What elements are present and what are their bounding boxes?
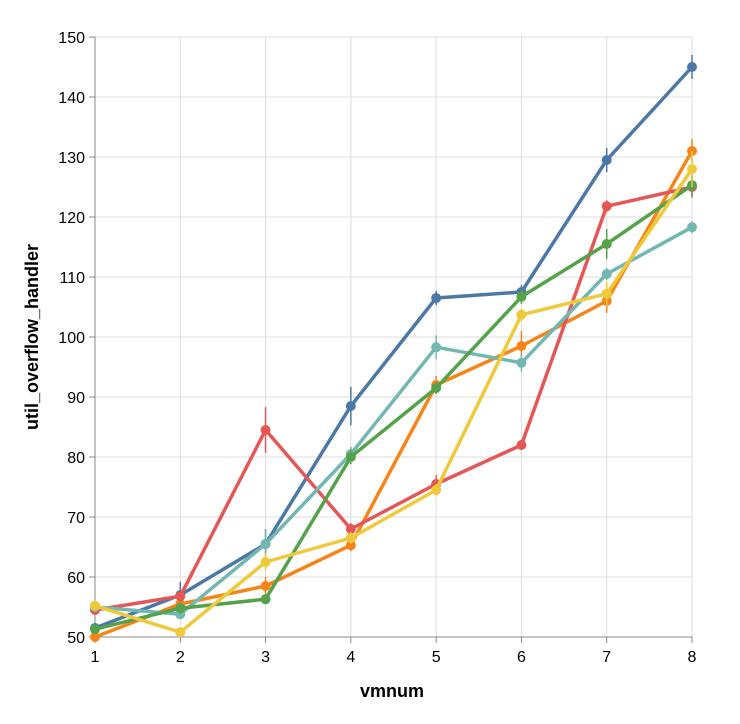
data-point	[345, 533, 356, 543]
x-tick-label: 6	[517, 649, 526, 666]
data-point	[516, 309, 527, 320]
y-tick-label: 130	[58, 150, 85, 167]
grid	[94, 36, 693, 638]
series-group	[90, 55, 697, 642]
data-point	[90, 624, 100, 635]
data-point	[516, 341, 527, 351]
data-point	[260, 557, 271, 567]
data-point	[431, 383, 442, 393]
y-tick-label: 50	[67, 630, 85, 647]
series-5	[90, 174, 697, 635]
y-tick-label: 80	[67, 450, 85, 467]
series-4	[90, 221, 697, 620]
data-point	[345, 452, 356, 462]
data-point	[431, 293, 442, 303]
y-tick-label: 100	[58, 330, 85, 347]
series-1	[90, 55, 697, 633]
data-point	[345, 524, 356, 534]
y-axis-title: util_overflow_handler	[22, 244, 42, 430]
x-tick-label: 8	[688, 649, 697, 666]
axes: 1 2 3 4 5 6 7 8 50 60 70 80 90 100 110 120 130 140 150	[58, 30, 696, 666]
data-point	[687, 222, 697, 233]
data-point	[601, 155, 612, 165]
data-point	[516, 357, 527, 368]
data-point	[601, 239, 612, 249]
data-point	[345, 401, 356, 411]
data-point	[345, 540, 356, 551]
x-tick-label: 1	[91, 649, 100, 666]
x-tick-label: 7	[602, 649, 611, 666]
y-tick-label: 60	[67, 570, 85, 587]
y-tick-label: 150	[58, 30, 85, 47]
series-line	[93, 149, 694, 639]
series-line	[93, 225, 694, 616]
data-point	[601, 269, 612, 279]
x-tick-label: 3	[261, 649, 270, 666]
x-axis-title: vmnum	[360, 681, 424, 701]
data-point	[175, 591, 186, 602]
data-point	[516, 440, 527, 450]
data-point	[431, 342, 442, 353]
data-point	[260, 594, 271, 605]
data-point	[601, 288, 612, 299]
data-point	[687, 164, 697, 174]
data-point	[90, 632, 100, 642]
y-tick-label: 120	[58, 210, 85, 227]
series-2	[90, 139, 697, 642]
data-point	[431, 485, 442, 495]
data-point	[687, 62, 697, 72]
series-line	[93, 65, 694, 630]
y-tick-label: 70	[67, 510, 85, 527]
x-tick-label: 4	[346, 649, 355, 666]
data-point	[260, 581, 271, 591]
data-point	[260, 539, 271, 549]
x-tick-label: 5	[432, 649, 441, 666]
data-point	[260, 425, 271, 435]
y-tick-label: 90	[67, 390, 85, 407]
series-line	[93, 185, 694, 612]
series-line	[93, 167, 694, 634]
y-tick-label: 110	[59, 270, 85, 287]
data-point	[175, 627, 186, 638]
data-point	[516, 291, 527, 302]
data-point	[601, 201, 612, 212]
y-tick-label: 140	[58, 90, 85, 107]
data-point	[175, 603, 186, 614]
series-6	[90, 151, 697, 638]
data-point	[90, 600, 100, 611]
x-tick-label: 2	[176, 649, 185, 666]
series-line	[93, 183, 694, 631]
